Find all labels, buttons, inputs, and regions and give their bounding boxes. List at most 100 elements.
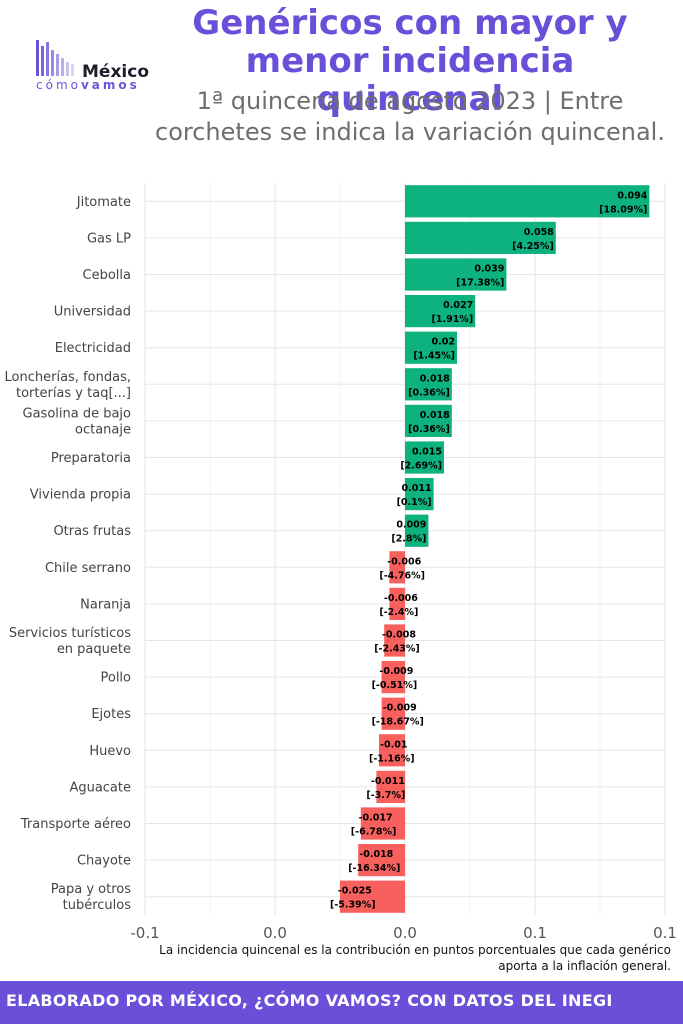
category-label: Gas LP — [87, 231, 131, 246]
logo-tagline: cómovamos — [36, 78, 140, 92]
bar — [405, 404, 452, 438]
value-label: -0.025 — [338, 886, 372, 897]
x-tick-label: 0.0 — [263, 924, 287, 942]
category-label: Papa y otros tubérculos — [51, 882, 131, 913]
chart-note: La incidencia quincenal es la contribuci… — [159, 943, 671, 973]
bar — [376, 770, 405, 804]
chart-title: Genéricos con mayor y menor incidencia q… — [192, 3, 628, 119]
value-label: 0.058 — [524, 227, 554, 238]
bar — [381, 660, 405, 694]
variation-label: [-4.76%] — [379, 570, 425, 581]
bar-chart: Jitomate Gas LP Cebolla Universidad Electric… — [5, 183, 677, 942]
value-label: 0.011 — [402, 483, 432, 494]
category-label: Preparatoria — [51, 451, 131, 466]
x-tick-label: 0.1 — [523, 924, 547, 942]
bar — [405, 185, 650, 218]
value-label: 0.02 — [432, 337, 455, 348]
variation-label: [-2.43%] — [374, 644, 420, 655]
value-label: -0.017 — [359, 813, 393, 824]
x-tick-label: -0.1 — [130, 924, 159, 942]
bar — [379, 734, 405, 767]
bar — [405, 368, 452, 401]
footer-text: ELABORADO POR MÉXICO, ¿CÓMO VAMOS? CON D… — [6, 991, 613, 1010]
category-label: Vivienda propia — [30, 488, 131, 503]
value-label: 0.018 — [420, 373, 450, 384]
value-label: -0.011 — [371, 776, 405, 787]
variation-label: [1.45%] — [413, 351, 455, 362]
variation-label: [-1.16%] — [369, 753, 415, 764]
variation-label: [0.36%] — [408, 424, 450, 435]
bar — [405, 258, 507, 291]
category-label: Chayote — [77, 854, 131, 869]
category-label: Gasolina de bajo octanaje — [23, 406, 132, 437]
bar — [405, 331, 457, 364]
variation-label: [-16.34%] — [348, 863, 400, 874]
bar — [405, 477, 434, 511]
bar — [340, 880, 405, 913]
category-label: Loncherías, fondas, torterías y taq[...] — [5, 370, 131, 401]
logo-word: México — [82, 62, 149, 82]
value-label: -0.008 — [382, 630, 416, 641]
value-label: 0.009 — [396, 520, 426, 531]
category-label: Chile serrano — [45, 561, 131, 576]
category-label: Electricidad — [55, 341, 131, 356]
bar — [405, 294, 476, 328]
value-labels: 0.094 [18.09%] 0.058 [4.25%] 0.039 [17.38%] 0.… — [330, 190, 648, 910]
category-label: Ejotes — [91, 707, 131, 722]
category-label: Huevo — [89, 744, 131, 759]
bar — [360, 807, 405, 840]
value-label: 0.094 — [617, 190, 647, 201]
category-label: Naranja — [80, 597, 131, 612]
variation-label: [-6.78%] — [351, 827, 397, 838]
footer-banner: ELABORADO POR MÉXICO, ¿CÓMO VAMOS? CON D… — [0, 981, 683, 1024]
chart-grid — [144, 183, 666, 915]
value-label: 0.027 — [443, 300, 473, 311]
value-label: -0.006 — [384, 593, 418, 604]
logo: México cómovamos — [36, 38, 156, 94]
value-label: -0.01 — [380, 739, 407, 750]
variation-label: [-18.67%] — [372, 717, 424, 728]
variation-label: [-3.7%] — [366, 790, 405, 801]
logo-bars-icon — [36, 40, 74, 76]
bar — [405, 221, 556, 255]
variation-label: [-5.39%] — [330, 900, 376, 911]
variation-label: [2.8%] — [391, 534, 426, 545]
variation-label: [-2.4%] — [379, 607, 418, 618]
bar — [381, 697, 405, 730]
variation-label: [17.38%] — [456, 278, 504, 289]
value-label: -0.018 — [359, 849, 393, 860]
variation-label: [2.69%] — [400, 461, 442, 472]
variation-label: [0.1%] — [397, 497, 432, 508]
bar — [405, 514, 429, 547]
variation-label: [-0.51%] — [372, 680, 418, 691]
bar — [389, 551, 405, 584]
variation-label: [4.25%] — [512, 241, 554, 252]
value-label: 0.018 — [420, 410, 450, 421]
logo-tagline-bold: vamos — [80, 78, 140, 92]
bar — [358, 843, 405, 877]
category-label: Otras frutas — [53, 524, 131, 539]
category-label: Jitomate — [76, 195, 131, 210]
category-label: Servicios turísticos en paquete — [9, 626, 131, 657]
value-label: -0.006 — [387, 556, 421, 567]
category-label: Cebolla — [83, 268, 131, 283]
variation-label: [0.36%] — [408, 387, 450, 398]
bar — [389, 587, 405, 621]
logo-tagline-light: cómo — [36, 78, 81, 92]
category-label: Universidad — [54, 305, 131, 320]
x-tick-label: 0.0 — [393, 924, 417, 942]
x-tick-labels: -0.1 0.0 0.0 0.1 0.1 — [130, 924, 677, 942]
bar — [405, 441, 444, 474]
chart-subtitle: 1ª quincena de agosto 2023 | Entre corch… — [155, 87, 665, 146]
category-labels: Jitomate Gas LP Cebolla Universidad Electric… — [5, 195, 132, 913]
value-label: 0.039 — [474, 264, 504, 275]
variation-label: [1.91%] — [432, 314, 474, 325]
bar — [384, 624, 405, 657]
variation-label: [18.09%] — [599, 204, 647, 215]
category-label: Pollo — [100, 671, 131, 686]
x-tick-label: 0.1 — [653, 924, 677, 942]
value-label: 0.015 — [412, 447, 442, 458]
category-label: Transporte aéreo — [20, 817, 131, 832]
chart-bars — [340, 185, 650, 913]
value-label: -0.009 — [379, 666, 413, 677]
